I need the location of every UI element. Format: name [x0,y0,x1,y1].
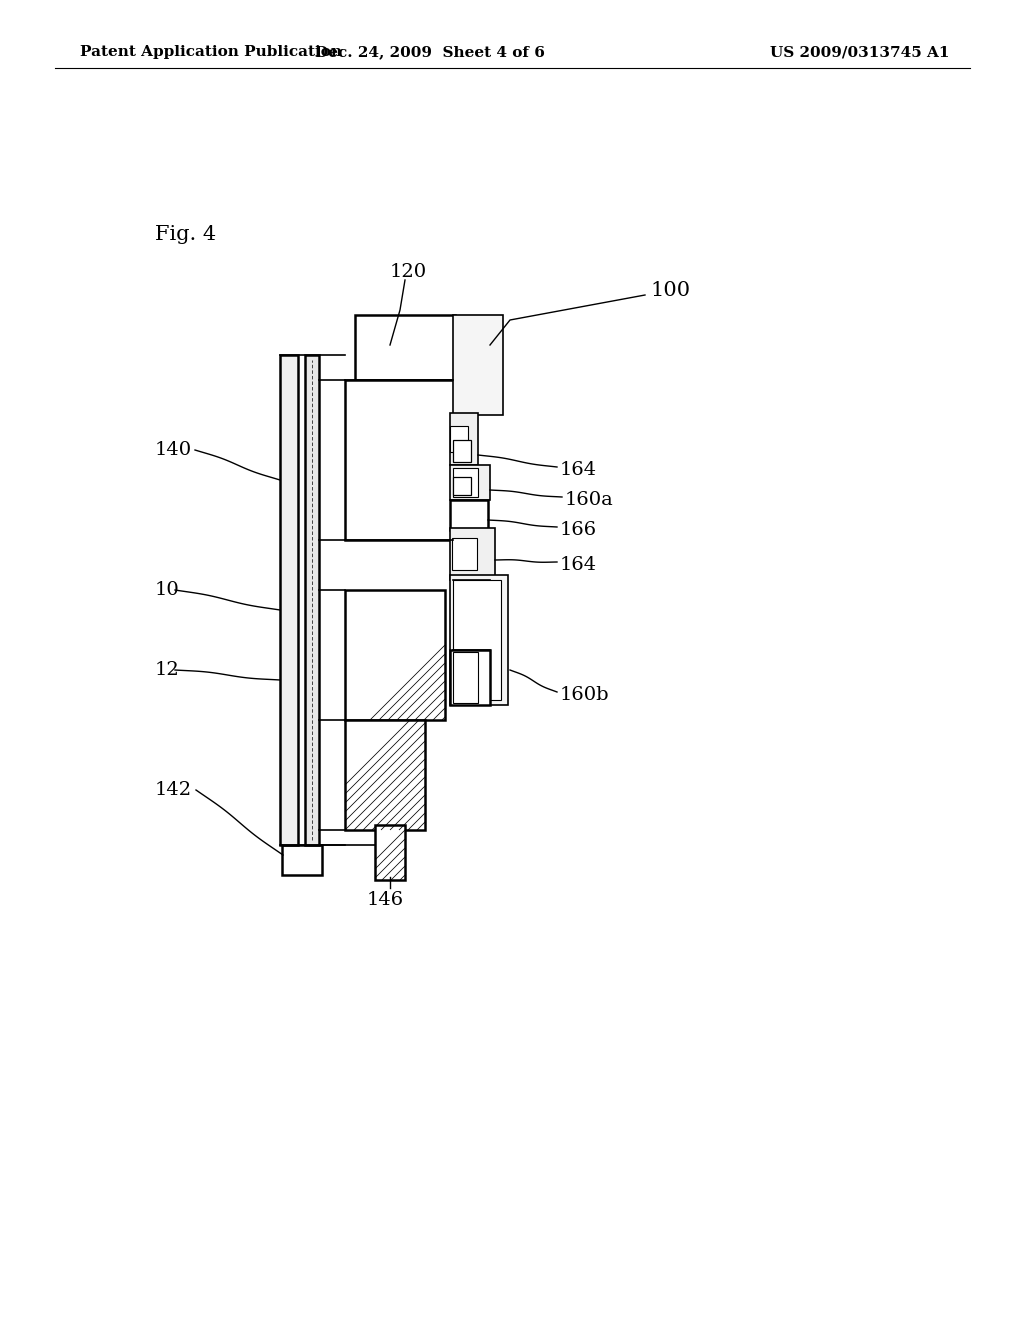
Bar [375,825,406,880]
Bar [282,845,322,875]
Bar [450,413,478,465]
Text: US 2009/0313745 A1: US 2009/0313745 A1 [770,45,950,59]
Bar [453,315,503,414]
Bar [450,426,468,451]
Text: Fig. 4: Fig. 4 [155,226,216,244]
Text: 10: 10 [155,581,180,599]
Text: 160a: 160a [565,491,613,510]
Text: Patent Application Publication: Patent Application Publication [80,45,342,59]
Text: 166: 166 [560,521,597,539]
Text: 12: 12 [155,661,180,678]
Text: 160b: 160b [560,686,609,704]
Bar [450,500,488,531]
Bar [450,649,490,705]
Text: 100: 100 [650,281,690,300]
Bar [453,469,478,498]
Text: 164: 164 [560,461,597,479]
Bar [453,440,471,462]
Bar [453,652,478,704]
Text: 164: 164 [560,556,597,574]
Bar [453,477,471,495]
Text: 142: 142 [155,781,193,799]
Bar [355,315,455,380]
Text: Dec. 24, 2009  Sheet 4 of 6: Dec. 24, 2009 Sheet 4 of 6 [315,45,545,59]
Bar [345,719,425,830]
Bar [280,355,298,845]
Bar [345,590,445,719]
Bar [345,380,455,540]
Bar [305,355,319,845]
Text: 120: 120 [390,263,427,281]
Bar [453,579,501,700]
Bar [450,528,495,579]
Text: 146: 146 [367,891,403,909]
Bar [452,539,477,570]
Bar [450,576,508,705]
Text: 140: 140 [155,441,193,459]
Bar [450,465,490,500]
